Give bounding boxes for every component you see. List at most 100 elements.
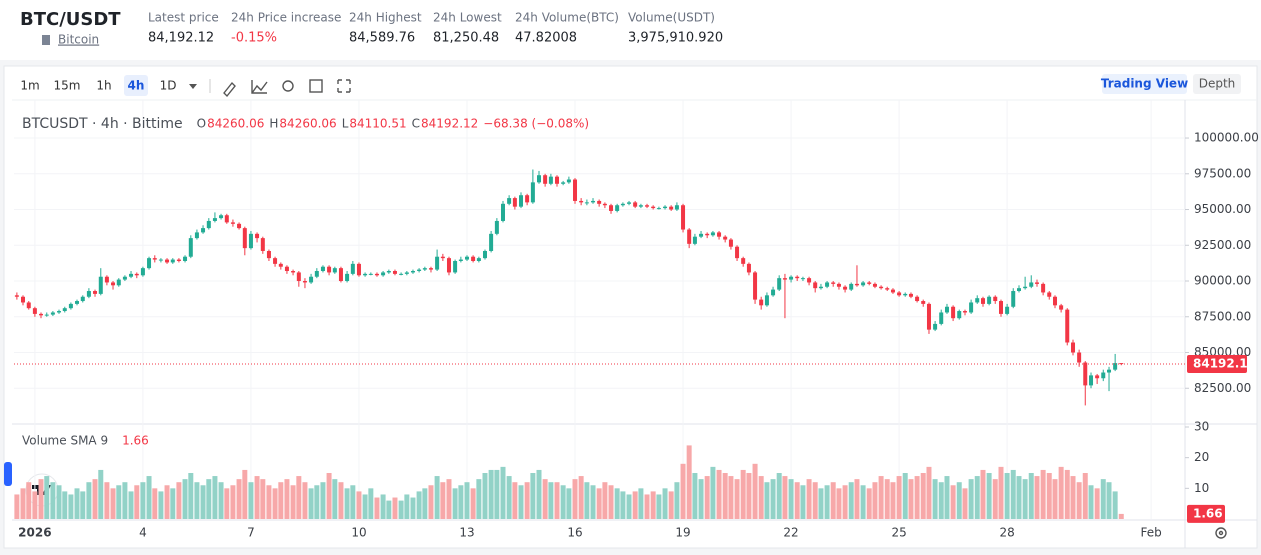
volume-bar <box>950 485 956 519</box>
candle-body <box>998 301 1003 314</box>
volume-bar <box>74 488 80 519</box>
volume-bar <box>380 494 386 519</box>
volume-bar <box>848 482 854 519</box>
volume-bar <box>998 466 1004 519</box>
candle-body <box>1059 305 1064 310</box>
interval-button[interactable]: 1h <box>96 79 111 93</box>
candle-body <box>975 298 980 303</box>
stat-label: 24h Volume(BTC) <box>515 11 619 25</box>
ohlc-value: 84110.51 <box>349 117 406 131</box>
candle-body <box>915 296 920 302</box>
volume-bar <box>1004 473 1010 519</box>
candle-body <box>422 268 427 270</box>
draw-icon[interactable] <box>223 81 236 98</box>
x-tick-label: 25 <box>891 526 906 540</box>
indicator-icon[interactable] <box>251 80 268 94</box>
interval-button[interactable]: 15m <box>54 79 81 93</box>
interval-button[interactable]: 1D <box>160 79 177 93</box>
volume-bar <box>1046 473 1052 519</box>
volume-bar <box>518 485 524 519</box>
view-button-bg[interactable] <box>1193 74 1241 94</box>
volume-bar <box>698 479 704 519</box>
candle-body <box>795 276 800 279</box>
volume-bar <box>860 485 866 519</box>
volume-bar <box>962 488 968 519</box>
candle-body <box>122 276 127 280</box>
volume-bar <box>278 482 284 519</box>
candle-body <box>237 223 242 229</box>
volume-bar <box>200 485 206 519</box>
volume-bar <box>470 488 476 519</box>
candle-body <box>723 236 728 240</box>
view-button-bg[interactable] <box>1102 74 1187 94</box>
coin-link[interactable]: Bitcoin <box>58 33 99 47</box>
interval-button[interactable]: 4h <box>128 79 145 93</box>
candle-body <box>356 263 361 276</box>
candle-body <box>338 268 343 282</box>
candle-body <box>741 258 746 264</box>
settings-icon[interactable] <box>282 80 294 92</box>
stat-value: -0.15% <box>231 31 277 46</box>
view-button[interactable]: Depth <box>1199 77 1236 91</box>
volume-bar <box>686 445 692 519</box>
volume-bar <box>926 466 932 519</box>
volume-bar <box>350 485 356 519</box>
volume-bar <box>866 488 872 519</box>
volume-bar <box>1094 488 1100 519</box>
volume-bar <box>572 479 578 519</box>
volume-bar <box>896 476 902 519</box>
volume-bar <box>728 476 734 519</box>
stat-label: 24h Lowest <box>433 11 502 25</box>
volume-bar <box>836 488 842 519</box>
plot: 2026 4 7 10 13 16 19 22 25 28 Feb82500.0085000.008… <box>14 100 1259 540</box>
candle-body <box>710 232 715 236</box>
volume-bar <box>1022 479 1028 519</box>
candle-body <box>939 312 944 324</box>
x-tick-label: 16 <box>567 526 582 540</box>
candle-body <box>399 273 404 275</box>
last-price-box <box>1187 355 1247 374</box>
volume-bar <box>956 482 962 519</box>
candle-body <box>609 205 614 211</box>
candle-body <box>50 312 55 315</box>
candle-body <box>728 239 733 247</box>
candle-body <box>681 205 686 230</box>
save-icon[interactable] <box>309 79 323 93</box>
candle-body <box>818 286 823 289</box>
volume-bar <box>500 466 506 519</box>
candle-body <box>1005 306 1010 314</box>
candle-body <box>879 286 884 289</box>
interval-button[interactable]: 1m <box>20 79 39 93</box>
candle-body <box>656 208 661 210</box>
candle-body <box>129 273 134 277</box>
candle-body <box>206 220 211 229</box>
candle-body <box>32 308 37 314</box>
candle-body <box>381 272 386 276</box>
candle-body <box>374 273 379 276</box>
view-button[interactable]: Trading View <box>1101 77 1188 91</box>
candle-body <box>1083 362 1088 386</box>
volume-bar <box>182 479 188 519</box>
dropdown-arrow[interactable] <box>189 84 197 89</box>
candle-body <box>255 233 260 239</box>
volume-bar <box>116 485 122 519</box>
side-tab[interactable] <box>4 462 12 486</box>
chart-title: BTCUSDT · 4h · Bittime <box>22 116 183 132</box>
volume-bar <box>110 488 116 519</box>
volume-bar <box>416 491 422 519</box>
candle-body <box>597 200 602 204</box>
volume-bar <box>1052 479 1058 519</box>
fullscreen-icon[interactable] <box>337 79 351 93</box>
x-tick-label: Feb <box>1141 526 1162 540</box>
volume-bar <box>176 482 182 519</box>
volume-bar <box>224 488 230 519</box>
candle-body <box>1095 375 1100 379</box>
volume-bar <box>164 485 170 519</box>
volume-bar <box>92 479 98 519</box>
volume-bar <box>590 485 596 519</box>
volume-bar <box>746 473 752 519</box>
candle-body <box>933 323 938 330</box>
settings-gear[interactable] <box>1215 527 1227 539</box>
volume-bar <box>1082 473 1088 519</box>
volume-bar <box>38 479 44 519</box>
